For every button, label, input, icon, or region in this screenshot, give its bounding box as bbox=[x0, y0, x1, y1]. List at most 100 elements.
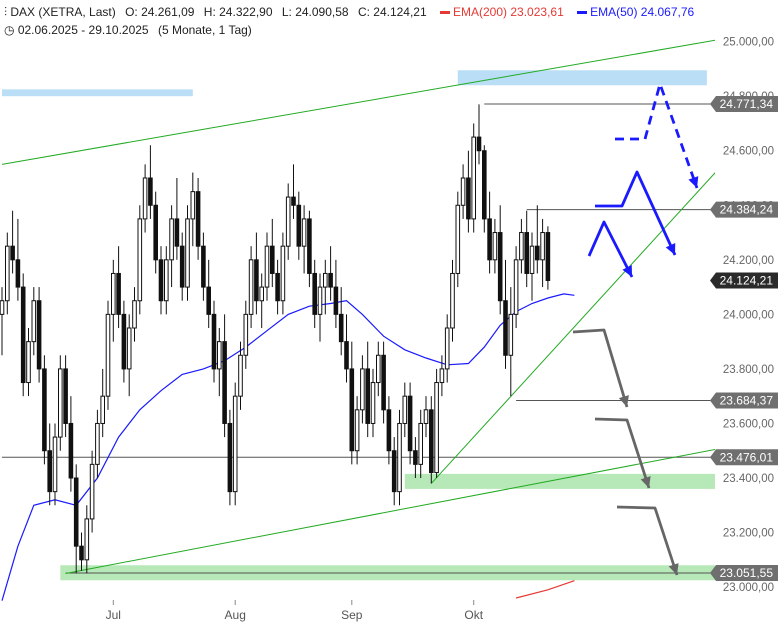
candle-body bbox=[418, 422, 423, 465]
candle bbox=[47, 423, 53, 506]
price-marker-box bbox=[710, 565, 778, 582]
candle bbox=[42, 355, 47, 465]
trendline-0 bbox=[1, 39, 715, 165]
scenario-arrow-upper-head bbox=[665, 243, 676, 255]
candle-body bbox=[116, 272, 121, 315]
candle bbox=[148, 145, 153, 219]
y-tick-label: 24.600,00 bbox=[723, 146, 774, 158]
candle-body bbox=[185, 218, 190, 288]
low-value: L: 24.090,58 bbox=[281, 5, 349, 19]
chart-type-icon[interactable]: ⫶ bbox=[4, 5, 8, 19]
candle bbox=[482, 145, 487, 233]
price-marker[interactable]: 23.476,01 bbox=[710, 449, 778, 466]
candle bbox=[466, 150, 471, 233]
price-marker-box bbox=[710, 272, 778, 289]
candle-body bbox=[52, 436, 58, 493]
y-tick-label: 24.200,00 bbox=[723, 255, 774, 267]
candle-body bbox=[148, 177, 153, 206]
candle-body bbox=[5, 245, 10, 302]
candle bbox=[307, 210, 312, 288]
scenario-arrow-gray-1-head bbox=[618, 395, 629, 407]
price-marker[interactable]: 24.124,21 bbox=[710, 272, 778, 289]
candle bbox=[545, 226, 551, 290]
price-marker[interactable]: 23.684,37 bbox=[710, 392, 778, 409]
candle bbox=[36, 287, 42, 383]
candle-body bbox=[513, 259, 519, 315]
candle bbox=[492, 218, 498, 274]
scenario-arrow-gray-2 bbox=[594, 417, 651, 489]
candle-body bbox=[264, 245, 270, 288]
price-marker-label: 24.124,21 bbox=[720, 273, 774, 287]
candle-body bbox=[333, 286, 339, 315]
candle-body bbox=[174, 218, 180, 247]
candle-body bbox=[323, 272, 328, 288]
candle bbox=[116, 246, 121, 328]
candle bbox=[0, 287, 5, 356]
candle-body bbox=[460, 177, 466, 206]
candle-body bbox=[36, 300, 42, 370]
price-marker[interactable]: 24.771,34 bbox=[710, 95, 778, 112]
candle bbox=[259, 273, 264, 328]
candle-body bbox=[471, 136, 476, 220]
y-tick-label: 24.000,00 bbox=[723, 309, 774, 321]
candle bbox=[190, 172, 196, 247]
scenario-arrow-lower-head bbox=[622, 265, 632, 277]
price-marker-box bbox=[710, 392, 778, 409]
candle bbox=[529, 232, 535, 301]
candle bbox=[15, 218, 21, 301]
candle bbox=[227, 409, 233, 506]
candle bbox=[328, 246, 333, 301]
candle bbox=[95, 409, 100, 478]
candle bbox=[111, 259, 116, 342]
candle-body bbox=[312, 272, 317, 315]
x-tick-label: Jul bbox=[106, 608, 121, 622]
y-tick-label: 25.000,00 bbox=[723, 37, 774, 49]
scenario-arrow-upper bbox=[595, 170, 677, 256]
ema50-swatch bbox=[577, 11, 588, 15]
candle-body bbox=[89, 463, 95, 520]
candle bbox=[354, 396, 360, 465]
candle bbox=[20, 273, 26, 397]
candle-body bbox=[42, 368, 47, 452]
candle-body bbox=[386, 409, 392, 452]
price-marker-label: 23.476,01 bbox=[720, 450, 774, 464]
candle-body bbox=[47, 450, 53, 493]
candle bbox=[460, 164, 466, 219]
candle bbox=[211, 300, 217, 383]
candle-body bbox=[179, 245, 185, 288]
candle bbox=[434, 368, 439, 478]
candle bbox=[238, 341, 243, 410]
ema200-value: 23.023,61 bbox=[510, 5, 564, 19]
candle bbox=[248, 246, 254, 328]
zone-0 bbox=[404, 473, 715, 489]
candle bbox=[450, 259, 455, 342]
candle-body bbox=[423, 409, 429, 424]
candle-body bbox=[429, 409, 434, 474]
candle bbox=[31, 287, 37, 356]
price-marker[interactable]: 23.051,55 bbox=[710, 565, 778, 582]
candle bbox=[285, 183, 291, 260]
price-marker-box bbox=[710, 449, 778, 466]
candle-body bbox=[540, 232, 545, 261]
candle-body bbox=[365, 368, 370, 424]
candle-body bbox=[31, 300, 37, 343]
close-value: C: 24.124,21 bbox=[357, 5, 427, 19]
candle bbox=[232, 382, 238, 506]
candle-body bbox=[529, 245, 535, 274]
candle-body bbox=[407, 395, 413, 452]
candle-body bbox=[206, 286, 211, 315]
candle bbox=[26, 328, 31, 397]
candle-body bbox=[296, 204, 302, 247]
candle bbox=[444, 314, 450, 383]
x-tick-label: Aug bbox=[225, 608, 246, 622]
scenario-arrow-dashed-path bbox=[615, 82, 699, 189]
candle-body bbox=[158, 259, 164, 302]
trendline-2 bbox=[430, 172, 715, 484]
symbol-label: DAX (XETRA, Last) bbox=[10, 5, 116, 19]
price-marker-label: 24.384,24 bbox=[720, 203, 774, 217]
price-marker[interactable]: 24.384,24 bbox=[710, 201, 778, 218]
candle-body bbox=[301, 218, 307, 247]
candle bbox=[153, 191, 158, 274]
candle-body bbox=[270, 245, 275, 274]
